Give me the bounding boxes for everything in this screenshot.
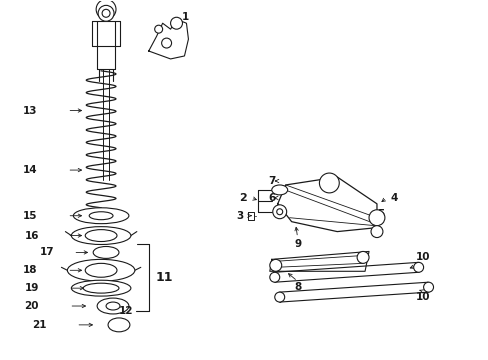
Circle shape [102,9,110,17]
Text: 18: 18 [22,265,37,275]
Text: 11: 11 [156,271,173,284]
Text: 9: 9 [293,239,301,248]
Circle shape [98,5,114,21]
Circle shape [269,272,279,282]
Ellipse shape [271,185,287,195]
Text: 19: 19 [24,283,39,293]
Ellipse shape [71,227,131,244]
Polygon shape [148,19,188,59]
Circle shape [272,205,286,219]
Polygon shape [279,282,428,302]
Circle shape [413,262,423,272]
Text: 17: 17 [40,247,55,257]
Ellipse shape [93,247,119,258]
Ellipse shape [67,260,135,281]
Circle shape [274,292,284,302]
Text: 4: 4 [389,193,397,203]
Text: 1: 1 [182,12,189,22]
Text: 12: 12 [119,306,133,316]
Circle shape [368,210,384,226]
Circle shape [154,25,163,33]
Ellipse shape [106,302,120,310]
Ellipse shape [73,208,129,224]
Text: 7: 7 [267,176,275,186]
Ellipse shape [83,283,119,293]
Polygon shape [274,262,418,282]
Text: 10: 10 [414,252,429,262]
Text: 13: 13 [22,105,37,116]
Text: 14: 14 [22,165,37,175]
Text: 2: 2 [239,193,246,203]
Circle shape [276,209,282,215]
Polygon shape [277,177,376,231]
Ellipse shape [71,280,131,296]
Circle shape [356,251,368,264]
Circle shape [319,173,339,193]
Ellipse shape [89,212,113,220]
Ellipse shape [108,318,130,332]
Circle shape [170,17,182,29]
Text: 3: 3 [236,211,243,221]
Circle shape [370,226,382,238]
Text: 15: 15 [22,211,37,221]
Polygon shape [247,212,253,220]
Ellipse shape [97,298,129,314]
Text: 6: 6 [267,193,275,203]
Ellipse shape [85,230,117,242]
Text: 16: 16 [24,230,39,240]
Circle shape [423,282,433,292]
Circle shape [162,38,171,48]
Text: 8: 8 [293,282,301,292]
Text: 21: 21 [32,320,47,330]
Circle shape [269,260,281,271]
Text: 20: 20 [24,301,39,311]
Circle shape [96,0,116,19]
Text: 10: 10 [414,292,429,302]
Ellipse shape [85,264,117,277]
Polygon shape [269,251,368,271]
Text: 5: 5 [377,209,384,219]
